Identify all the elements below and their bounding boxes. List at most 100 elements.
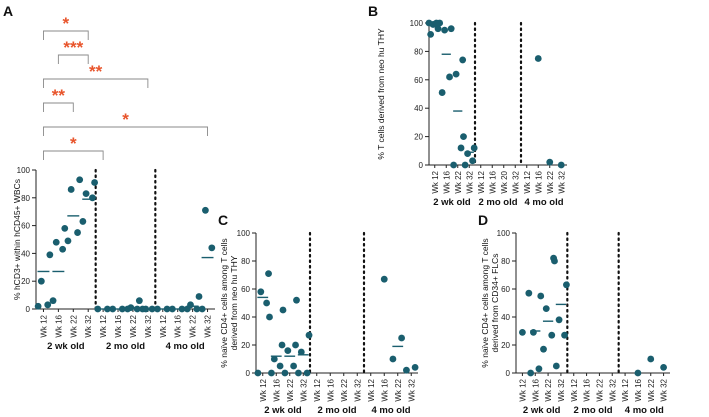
data-point bbox=[49, 297, 57, 305]
data-point bbox=[257, 288, 265, 296]
data-point bbox=[457, 144, 465, 152]
data-point bbox=[460, 133, 467, 141]
significance-stars: * bbox=[63, 14, 70, 33]
data-point bbox=[44, 301, 52, 309]
data-point bbox=[61, 224, 69, 232]
data-point bbox=[265, 270, 272, 277]
y-axis-label: % hCD3+ within hCD45+ WBCs bbox=[12, 179, 22, 300]
data-point bbox=[135, 297, 143, 305]
data-point bbox=[52, 238, 60, 246]
x-tick-label: Wk 22 bbox=[286, 378, 295, 401]
data-point bbox=[411, 364, 419, 371]
data-point bbox=[530, 329, 537, 336]
y-tick-label: 20 bbox=[414, 133, 423, 142]
data-point bbox=[293, 296, 300, 304]
data-point bbox=[459, 56, 467, 64]
group-label: 4 mo old bbox=[371, 405, 410, 416]
significance-bracket bbox=[43, 126, 208, 136]
data-point bbox=[540, 345, 547, 353]
significance-stars: ** bbox=[89, 62, 103, 81]
group-label: 2 wk old bbox=[264, 405, 302, 416]
data-point bbox=[208, 244, 216, 252]
x-tick-label: Wk 22 bbox=[69, 314, 78, 337]
data-point bbox=[398, 334, 406, 342]
data-point bbox=[535, 365, 543, 373]
y-tick-label: 40 bbox=[414, 104, 423, 113]
y-tick-label: 60 bbox=[241, 285, 250, 294]
y-axis-label: % naïve CD4+ cells among T cells bbox=[219, 238, 229, 367]
y-tick-label: 60 bbox=[501, 285, 510, 294]
data-point bbox=[441, 26, 449, 34]
data-point bbox=[59, 245, 67, 253]
x-tick-label: Wk 12 bbox=[518, 378, 527, 401]
group-label: 2 mo old bbox=[478, 197, 517, 208]
significance-bracket bbox=[43, 102, 74, 112]
panel-label-b: B bbox=[368, 3, 378, 19]
significance-stars: ** bbox=[52, 86, 66, 105]
data-point bbox=[266, 313, 273, 321]
data-point bbox=[561, 331, 568, 339]
x-tick-label: Wk 16 bbox=[272, 378, 281, 401]
y-tick-label: 20 bbox=[501, 341, 510, 350]
significance-bracket bbox=[43, 78, 149, 88]
y-tick-label: 20 bbox=[241, 341, 250, 350]
data-point bbox=[425, 19, 433, 27]
data-point bbox=[198, 305, 206, 313]
y-tick-label: 60 bbox=[414, 76, 423, 85]
data-point bbox=[432, 19, 440, 27]
data-point bbox=[263, 299, 271, 307]
y-axis-label-line2: derived from CD34+ FLCs bbox=[490, 254, 500, 353]
group-label: 2 wk old bbox=[47, 341, 85, 352]
significance-stars: * bbox=[70, 134, 77, 153]
data-point bbox=[34, 302, 42, 310]
data-point bbox=[461, 161, 469, 169]
data-point bbox=[276, 362, 284, 370]
y-tick-label: 100 bbox=[410, 19, 424, 28]
data-point bbox=[278, 341, 286, 349]
x-tick-label: Wk 12 bbox=[621, 378, 630, 401]
x-tick-label: Wk 16 bbox=[583, 378, 592, 401]
data-point bbox=[551, 257, 558, 265]
x-tick-label: Wk 20 bbox=[500, 170, 509, 193]
data-point bbox=[634, 369, 642, 377]
chart-panel-c: 0 20 40 60 80 100 Wk 12 Wk 16 Wk 22 Wk 32 Wk 12 Wk … bbox=[219, 229, 419, 416]
x-tick-label: Wk 32 bbox=[144, 314, 153, 337]
data-point bbox=[525, 289, 533, 297]
data-point bbox=[434, 25, 442, 33]
group-label: 4 mo old bbox=[166, 341, 205, 352]
y-tick-label: 0 bbox=[246, 369, 251, 378]
y-tick-label: 100 bbox=[237, 229, 251, 238]
y-tick-label: 80 bbox=[21, 194, 30, 203]
x-tick-label: Wk 22 bbox=[340, 378, 349, 401]
y-tick-label: 100 bbox=[497, 229, 511, 238]
x-tick-label: Wk 16 bbox=[442, 170, 451, 193]
data-point bbox=[557, 161, 565, 169]
group-label: 4 mo old bbox=[524, 197, 563, 208]
data-point bbox=[380, 275, 388, 283]
x-tick-label: Wk 22 bbox=[544, 378, 553, 401]
data-point bbox=[193, 305, 201, 313]
group-label: 2 wk old bbox=[523, 405, 561, 416]
data-point bbox=[305, 331, 313, 339]
x-tick-label: Wk 16 bbox=[534, 170, 543, 193]
y-tick-label: 80 bbox=[414, 47, 423, 56]
data-point bbox=[519, 329, 526, 336]
data-point bbox=[389, 355, 397, 363]
group-label: 4 mo old bbox=[625, 405, 664, 416]
data-point bbox=[268, 369, 275, 377]
x-tick-label: Wk 16 bbox=[531, 378, 540, 401]
x-tick-label: Wk 32 bbox=[407, 378, 416, 401]
data-point bbox=[79, 218, 87, 225]
y-tick-label: 0 bbox=[26, 305, 31, 314]
x-tick-label: Wk 12 bbox=[570, 378, 579, 401]
group-label: 2 wk old bbox=[433, 197, 471, 208]
data-point bbox=[74, 229, 81, 236]
data-point bbox=[647, 355, 655, 363]
data-point bbox=[447, 25, 455, 33]
x-tick-label: Wk 22 bbox=[546, 170, 555, 193]
x-tick-label: Wk 22 bbox=[454, 170, 463, 193]
x-tick-label: Wk 32 bbox=[608, 378, 617, 401]
data-point bbox=[563, 281, 570, 289]
